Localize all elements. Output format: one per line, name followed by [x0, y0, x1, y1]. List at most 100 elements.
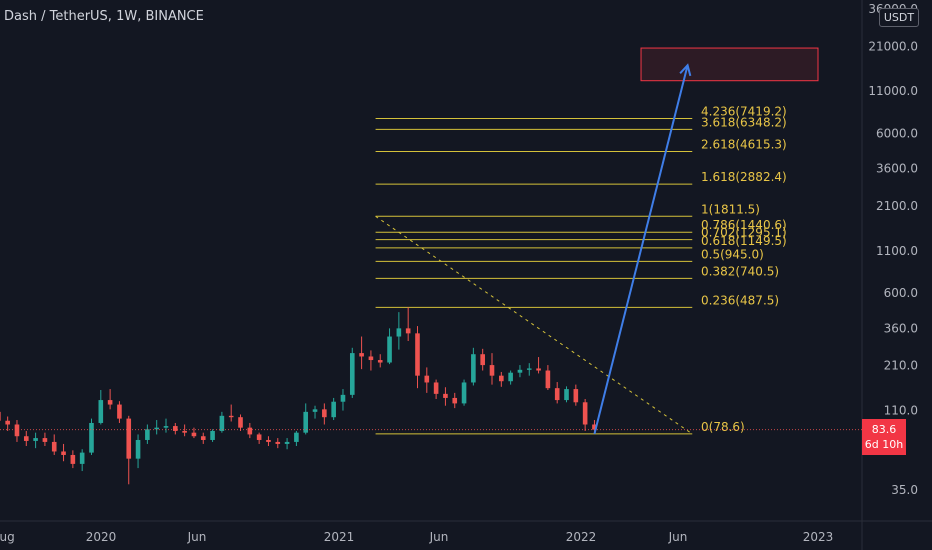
candle — [359, 336, 364, 370]
candle — [23, 430, 29, 447]
candle-body — [145, 429, 150, 440]
target-zone-box[interactable] — [640, 47, 819, 82]
candle — [368, 350, 374, 371]
fibonacci-retracement[interactable]: 0(78.6) 0.236(487.5) 0.382(740.5) 0.5(945.0… — [375, 105, 787, 435]
candle — [564, 386, 569, 403]
candle-body — [89, 422, 94, 453]
time-tick-label: Jun — [187, 530, 207, 544]
candle — [154, 420, 159, 435]
candle-body — [191, 432, 197, 437]
candle-body — [219, 415, 225, 431]
candle-body — [14, 424, 20, 437]
candle — [173, 422, 178, 435]
candle-body — [173, 426, 178, 431]
candle-body — [471, 354, 476, 383]
candle-body — [582, 402, 588, 425]
price-tick-label: 600.0 — [884, 286, 918, 300]
candle-body — [117, 404, 122, 419]
fib-level-label: 2.618(4615.3) — [701, 137, 787, 151]
fib-level-label: 0.382(740.5) — [701, 264, 779, 278]
candle — [14, 420, 20, 442]
time-axis[interactable]: Aug 2020 Jun 2021 Jun 2022 Jun 2023 — [0, 530, 833, 544]
candle-body — [228, 415, 234, 418]
candle-body — [42, 438, 48, 442]
candle — [191, 427, 197, 439]
candle-body — [359, 353, 364, 357]
price-tick-label: 360.0 — [884, 321, 918, 335]
projection-arrow[interactable] — [593, 64, 689, 435]
currency-badge[interactable]: USDT — [879, 8, 919, 27]
candle — [266, 436, 271, 447]
price-tick-label: 2100.0 — [876, 199, 918, 213]
candle-body — [247, 427, 253, 435]
candle — [424, 367, 430, 393]
time-tick-label: Jun — [668, 530, 688, 544]
candle-body — [508, 372, 513, 382]
candle — [312, 405, 318, 419]
symbol-title: Dash / TetherUS, 1W, BINANCE — [4, 9, 204, 24]
candle-body — [387, 336, 392, 363]
candle — [480, 348, 485, 371]
candle — [182, 424, 187, 437]
candle — [228, 404, 234, 422]
candle — [489, 353, 495, 385]
candle — [387, 328, 392, 365]
price-tick-label: 110.0 — [884, 404, 918, 418]
last-price-tag: 83.6 6d 10h — [862, 419, 906, 455]
candle — [247, 422, 253, 439]
candle-body — [126, 418, 132, 459]
candle — [573, 384, 579, 406]
candle — [349, 347, 355, 398]
candle — [98, 390, 104, 425]
drawings[interactable] — [0, 47, 862, 435]
candle-body — [294, 432, 299, 442]
candle — [117, 401, 122, 423]
candle — [284, 438, 290, 450]
candle-body — [322, 409, 327, 418]
price-tick-label: 3600.0 — [876, 162, 918, 176]
candle-body — [107, 400, 113, 405]
candle — [452, 392, 458, 409]
fib-level-label: 0.5(945.0) — [701, 247, 764, 261]
candle-body — [312, 409, 318, 412]
fib-level-label: 1.618(2882.4) — [701, 170, 787, 184]
candle-body — [415, 333, 420, 376]
price-axis[interactable]: 36000.021000.011000.06000.03600.02100.01… — [868, 2, 918, 497]
candle — [415, 326, 420, 389]
candle — [331, 397, 336, 421]
candle-body — [135, 439, 141, 459]
candle — [554, 382, 560, 404]
candle-body — [266, 439, 271, 442]
candle — [536, 357, 541, 374]
price-tick-label: 210.0 — [884, 359, 918, 373]
candle-body — [303, 411, 309, 433]
time-tick-label: Jun — [429, 530, 449, 544]
time-tick-label: 2021 — [324, 530, 355, 544]
candle — [396, 312, 402, 350]
trendline-layer[interactable] — [375, 215, 693, 435]
candle-body — [238, 417, 243, 428]
last-price-value: 83.6 — [871, 423, 897, 436]
candle-body — [340, 394, 346, 402]
fib-level-label: 0.618(1149.5) — [701, 234, 787, 248]
time-tick-label: 2022 — [566, 530, 597, 544]
price-tick-label: 11000.0 — [868, 84, 918, 98]
candle-body — [545, 370, 551, 389]
candle — [405, 307, 411, 342]
descending-trendline[interactable] — [375, 215, 693, 435]
candle — [508, 370, 513, 385]
price-tick-label: 1100.0 — [876, 244, 918, 258]
candle — [163, 418, 169, 433]
candle-body — [200, 436, 206, 440]
candle — [210, 429, 215, 442]
candle — [79, 449, 85, 472]
candle — [238, 414, 243, 431]
candle-body — [526, 368, 532, 370]
candle-body — [396, 328, 402, 337]
candle-body — [433, 382, 439, 394]
candle-body — [554, 388, 560, 401]
candle — [294, 430, 299, 447]
candle-body — [210, 430, 215, 440]
candle-body — [349, 353, 355, 395]
